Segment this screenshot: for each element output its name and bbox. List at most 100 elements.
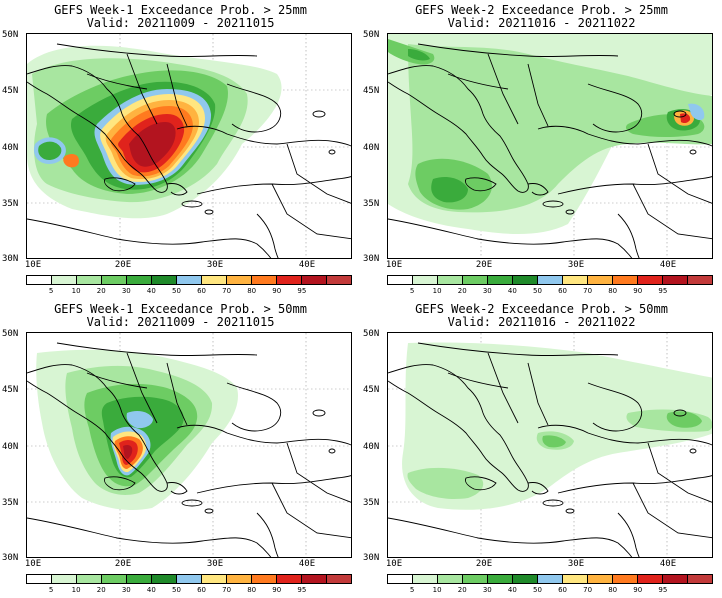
colorbar-segment — [688, 276, 712, 284]
lat-label: 45N — [363, 86, 380, 96]
colorbar-segment — [327, 575, 351, 583]
colorbar-segment — [513, 276, 538, 284]
lat-label: 45N — [2, 86, 19, 96]
colorbar-segment — [413, 276, 438, 284]
panel-week2-50mm: GEFS Week-2 Exceedance Prob. > 50mm Vali… — [361, 299, 722, 598]
lon-label: 40E — [298, 260, 316, 270]
lon-label: 20E — [114, 559, 132, 569]
colorbar-tick-label: 20 — [457, 586, 467, 594]
colorbar-segment — [438, 575, 463, 583]
map-plot — [387, 332, 713, 558]
lon-label: 10E — [24, 559, 42, 569]
colorbar-tick-label: 5 — [48, 586, 54, 594]
panel-title: GEFS Week-1 Exceedance Prob. > 50mm — [54, 302, 307, 316]
colorbar-segment — [438, 276, 463, 284]
colorbar-segment — [663, 575, 688, 583]
lon-label: 30E — [206, 559, 224, 569]
colorbar-segment — [227, 575, 252, 583]
colorbar-tick-label: 70 — [583, 287, 593, 295]
panel-valid-dates: Valid: 20211009 - 20211015 — [86, 16, 275, 30]
colorbar-segment — [177, 575, 202, 583]
colorbar-tick-label: 60 — [197, 586, 206, 594]
colorbar-segment — [588, 276, 613, 284]
colorbar-segment — [102, 575, 127, 583]
panel-week1-50mm: GEFS Week-1 Exceedance Prob. > 50mm Vali… — [0, 299, 361, 598]
colorbar — [387, 574, 713, 584]
panel-title: GEFS Week-2 Exceedance Prob. > 50mm — [415, 302, 668, 316]
lon-label: 40E — [298, 559, 316, 569]
precip-shading — [27, 45, 282, 219]
colorbar-segment — [638, 276, 663, 284]
colorbar-ticks: 5 10 20 30 40 50 60 70 80 90 95 — [26, 586, 352, 596]
colorbar-segment — [563, 575, 588, 583]
colorbar-segment — [202, 575, 227, 583]
colorbar-segment — [388, 276, 413, 284]
colorbar-tick-label: 60 — [558, 287, 567, 295]
colorbar-segment — [202, 276, 227, 284]
colorbar-segment — [538, 276, 563, 284]
colorbar-tick-label: 30 — [482, 287, 492, 295]
colorbar-segment — [252, 575, 277, 583]
colorbar-segment — [302, 276, 327, 284]
precip-shading — [36, 349, 238, 510]
colorbar-tick-label: 10 — [71, 586, 81, 594]
colorbar-segment — [613, 575, 638, 583]
lat-label: 50N — [2, 30, 19, 40]
colorbar-segment — [538, 575, 563, 583]
colorbar-tick-label: 40 — [507, 586, 517, 594]
lat-label: 35N — [363, 498, 380, 508]
colorbar-tick-label: 5 — [48, 287, 54, 295]
map-plot — [387, 33, 713, 259]
panel-valid-dates: Valid: 20211016 - 20211022 — [447, 16, 636, 30]
colorbar-tick-label: 90 — [633, 586, 643, 594]
colorbar-tick-label: 70 — [583, 586, 593, 594]
lat-label: 40N — [363, 442, 380, 452]
colorbar-tick-label: 50 — [171, 287, 181, 295]
lon-label: 40E — [659, 260, 677, 270]
lon-label: 20E — [475, 559, 493, 569]
colorbar-segment — [388, 575, 413, 583]
map-plot — [26, 332, 352, 558]
colorbar-tick-label: 40 — [507, 287, 517, 295]
colorbar — [26, 275, 352, 285]
lat-label: 45N — [363, 385, 380, 395]
lon-label: 30E — [567, 260, 585, 270]
colorbar-segment — [688, 575, 712, 583]
colorbar-tick-label: 10 — [432, 287, 442, 295]
colorbar-segment — [588, 575, 613, 583]
colorbar-tick-label: 50 — [171, 586, 181, 594]
colorbar-tick-label: 90 — [272, 287, 282, 295]
colorbar-segment — [152, 276, 177, 284]
colorbar-tick-label: 95 — [297, 287, 307, 295]
lat-label: 40N — [2, 442, 19, 452]
precip-shading — [388, 34, 712, 234]
colorbar-tick-label: 95 — [297, 586, 307, 594]
lat-label: 30N — [2, 553, 19, 563]
colorbar-segment — [663, 276, 688, 284]
colorbar-tick-label: 10 — [432, 586, 442, 594]
lon-label: 30E — [206, 260, 224, 270]
colorbar-segment — [77, 276, 102, 284]
colorbar-tick-label: 30 — [121, 287, 131, 295]
colorbar-tick-label: 60 — [558, 586, 567, 594]
colorbar-tick-label: 20 — [457, 287, 467, 295]
colorbar-segment — [52, 575, 77, 583]
panel-title: GEFS Week-1 Exceedance Prob. > 25mm — [54, 3, 307, 17]
lon-label: 20E — [114, 260, 132, 270]
precip-shading — [402, 342, 712, 510]
colorbar-segment — [27, 276, 52, 284]
lon-label: 10E — [385, 260, 403, 270]
colorbar-tick-label: 60 — [197, 287, 206, 295]
colorbar-segment — [227, 276, 252, 284]
colorbar-segment — [327, 276, 351, 284]
colorbar-tick-label: 80 — [608, 586, 618, 594]
lat-label: 50N — [2, 329, 19, 339]
colorbar-segment — [177, 276, 202, 284]
lat-label: 35N — [2, 498, 19, 508]
lat-label: 50N — [363, 329, 380, 339]
colorbar-segment — [302, 575, 327, 583]
colorbar-tick-label: 80 — [247, 287, 257, 295]
colorbar-tick-label: 70 — [222, 586, 232, 594]
colorbar-segment — [127, 575, 152, 583]
colorbar-tick-label: 40 — [146, 287, 156, 295]
